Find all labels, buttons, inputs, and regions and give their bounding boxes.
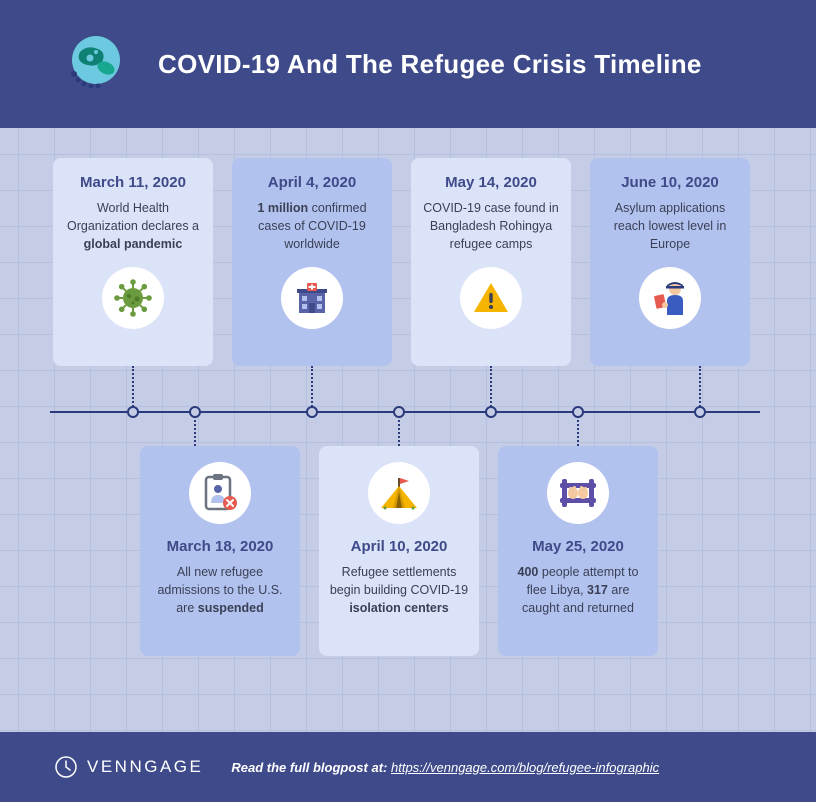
clock-icon (55, 756, 77, 778)
timeline-node (189, 406, 201, 418)
virus-globe-icon (60, 30, 128, 98)
timeline-connector (311, 366, 313, 411)
brand-name: VENNGAGE (87, 757, 203, 777)
timeline-event-card: April 4, 2020 1 million confirmed cases o… (232, 158, 392, 366)
timeline-node (485, 406, 497, 418)
timeline-connector (699, 366, 701, 411)
timeline-node (306, 406, 318, 418)
timeline-event-card: May 25, 2020 400 people attempt to flee L… (498, 446, 658, 656)
venngage-logo: VENNGAGE (55, 756, 203, 778)
event-date: April 4, 2020 (242, 174, 382, 191)
event-body: Asylum applications reach lowest level i… (600, 199, 740, 253)
event-date: March 11, 2020 (63, 174, 203, 191)
event-body: 400 people attempt to flee Libya, 317 ar… (508, 563, 648, 617)
footer-text: Read the full blogpost at: https://venng… (231, 760, 659, 775)
event-body: Refugee settlements begin building COVID… (329, 563, 469, 617)
event-body: 1 million confirmed cases of COVID-19 wo… (242, 199, 382, 253)
prison-icon (547, 462, 609, 524)
event-body: COVID-19 case found in Bangladesh Rohing… (421, 199, 561, 253)
page-title: COVID-19 And The Refugee Crisis Timeline (158, 49, 702, 80)
timeline-connector (490, 366, 492, 411)
timeline-event-card: May 14, 2020 COVID-19 case found in Bangl… (411, 158, 571, 366)
event-date: May 25, 2020 (508, 538, 648, 555)
footer: VENNGAGE Read the full blogpost at: http… (0, 732, 816, 802)
event-date: May 14, 2020 (421, 174, 561, 191)
tent-icon (368, 462, 430, 524)
infographic-container: COVID-19 And The Refugee Crisis Timeline… (0, 0, 816, 802)
clipboard-deny-icon (189, 462, 251, 524)
timeline-node (393, 406, 405, 418)
warning-icon (460, 267, 522, 329)
timeline-event-card: June 10, 2020 Asylum applications reach l… (590, 158, 750, 366)
event-body: World Health Organization declares a glo… (63, 199, 203, 253)
timeline-area: March 11, 2020 World Health Organization … (0, 128, 816, 732)
timeline-connector (132, 366, 134, 411)
timeline-node (572, 406, 584, 418)
event-date: March 18, 2020 (150, 538, 290, 555)
footer-link[interactable]: https://venngage.com/blog/refugee-infogr… (391, 760, 659, 775)
event-body: All new refugee admissions to the U.S. a… (150, 563, 290, 617)
timeline-event-card: March 18, 2020 All new refugee admissions… (140, 446, 300, 656)
event-date: April 10, 2020 (329, 538, 469, 555)
footer-prefix: Read the full blogpost at: (231, 760, 387, 775)
officer-icon (639, 267, 701, 329)
timeline-axis (50, 411, 760, 413)
header: COVID-19 And The Refugee Crisis Timeline (0, 0, 816, 128)
event-date: June 10, 2020 (600, 174, 740, 191)
timeline-node (694, 406, 706, 418)
timeline-event-card: April 10, 2020 Refugee settlements begin … (319, 446, 479, 656)
virus-icon (102, 267, 164, 329)
hospital-icon (281, 267, 343, 329)
timeline-node (127, 406, 139, 418)
timeline-event-card: March 11, 2020 World Health Organization … (53, 158, 213, 366)
